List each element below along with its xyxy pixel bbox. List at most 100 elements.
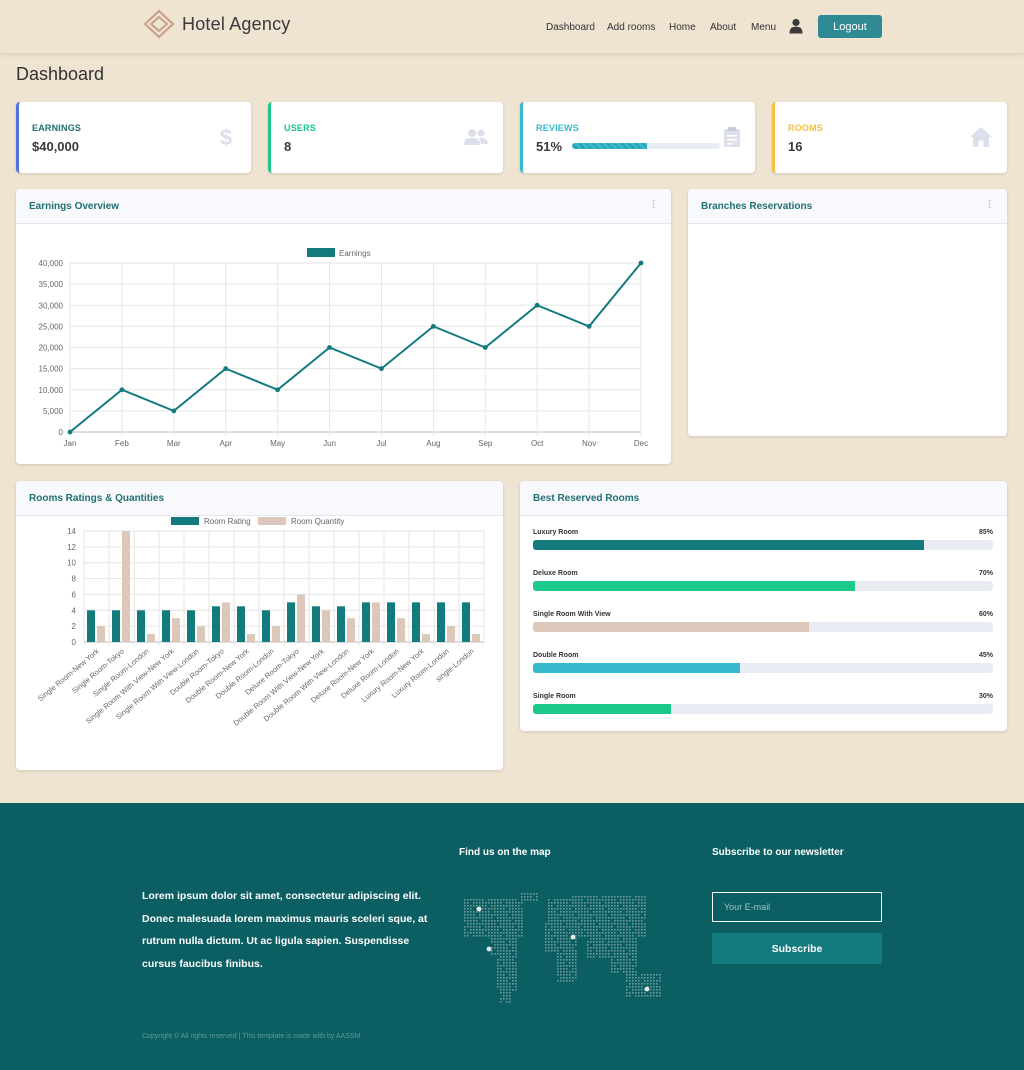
map-dot [638, 920, 640, 922]
email-input[interactable] [712, 892, 882, 922]
map-dot [506, 953, 508, 955]
map-dot [584, 902, 586, 904]
map-dot [602, 899, 604, 901]
map-dot [518, 926, 520, 928]
map-dot [611, 929, 613, 931]
map-dot [497, 941, 499, 943]
y-tick-label: 0 [59, 428, 64, 437]
map-dot [635, 974, 637, 976]
map-dot [521, 896, 523, 898]
map-dot [509, 977, 511, 979]
map-dot [614, 947, 616, 949]
map-dot [623, 905, 625, 907]
map-dot [518, 917, 520, 919]
map-dot [509, 953, 511, 955]
map-dot [611, 923, 613, 925]
map-dot [629, 974, 631, 976]
map-dot [467, 899, 469, 901]
map-dot [572, 953, 574, 955]
map-dot [659, 977, 661, 979]
map-dot [485, 914, 487, 916]
map-dot [503, 911, 505, 913]
map-dot [494, 938, 496, 940]
brand-logo[interactable]: Hotel Agency [142, 9, 290, 39]
map-dot [632, 947, 634, 949]
map-dot [650, 995, 652, 997]
map-dot [602, 932, 604, 934]
room-quantity-bar [247, 634, 255, 642]
map-dot [566, 920, 568, 922]
logout-button[interactable]: Logout [818, 15, 882, 38]
map-dot [611, 935, 613, 937]
map-dot [644, 911, 646, 913]
map-dot [512, 938, 514, 940]
map-dot [632, 989, 634, 991]
room-rating-bar [137, 610, 145, 642]
map-dot [599, 926, 601, 928]
map-dot [608, 953, 610, 955]
more-options-icon[interactable] [988, 199, 991, 209]
map-dot [599, 914, 601, 916]
earnings-point [327, 345, 332, 350]
map-dot [617, 971, 619, 973]
map-dot [575, 899, 577, 901]
map-dot [620, 932, 622, 934]
nav-home[interactable]: Home [669, 22, 696, 33]
map-dot [605, 911, 607, 913]
map-dot [620, 968, 622, 970]
map-dot [614, 965, 616, 967]
users-value: 8 [284, 139, 292, 154]
map-dot [467, 923, 469, 925]
map-dot [479, 929, 481, 931]
map-dot [629, 896, 631, 898]
world-map-icon[interactable] [459, 891, 673, 1013]
map-dot [503, 905, 505, 907]
rooms-bar-chart: Room Rating Room Quantity02468101214Singl… [36, 517, 485, 728]
room-rating-bar [387, 602, 395, 642]
map-dot [569, 908, 571, 910]
map-dot [602, 944, 604, 946]
map-dot [494, 902, 496, 904]
map-dot [506, 965, 508, 967]
map-dot [623, 959, 625, 961]
map-dot [503, 986, 505, 988]
map-dot [590, 929, 592, 931]
more-options-icon[interactable] [652, 199, 655, 209]
map-dot [500, 992, 502, 994]
map-dot [563, 902, 565, 904]
map-dot [626, 953, 628, 955]
map-dot [563, 905, 565, 907]
map-dot [527, 896, 529, 898]
map-dot [551, 929, 553, 931]
nav-add-rooms[interactable]: Add rooms [607, 22, 656, 33]
user-icon[interactable] [789, 18, 803, 34]
map-dot [464, 926, 466, 928]
map-dot [632, 935, 634, 937]
subscribe-button[interactable]: Subscribe [712, 933, 882, 964]
map-dot [470, 932, 472, 934]
map-dot [623, 947, 625, 949]
map-dot [629, 953, 631, 955]
map-dot [557, 935, 559, 937]
y-tick-label: 10 [67, 559, 76, 568]
y-tick-label: 6 [72, 590, 77, 599]
map-dot [599, 950, 601, 952]
x-tick-label: May [270, 439, 285, 448]
map-dot [509, 941, 511, 943]
nav-about[interactable]: About [710, 22, 737, 33]
map-dot [467, 914, 469, 916]
nav-dashboard[interactable]: Dashboard [546, 22, 595, 33]
map-dot [560, 968, 562, 970]
map-dot [656, 989, 658, 991]
map-dot [629, 929, 631, 931]
map-dot [488, 899, 490, 901]
map-dot [470, 905, 472, 907]
map-dot [635, 992, 637, 994]
y-tick-label: 5,000 [43, 407, 64, 416]
map-dot [635, 941, 637, 943]
map-dot [557, 929, 559, 931]
map-dot [479, 914, 481, 916]
nav-menu-link[interactable]: Menu [751, 22, 777, 33]
map-dot [494, 920, 496, 922]
map-dot [518, 929, 520, 931]
